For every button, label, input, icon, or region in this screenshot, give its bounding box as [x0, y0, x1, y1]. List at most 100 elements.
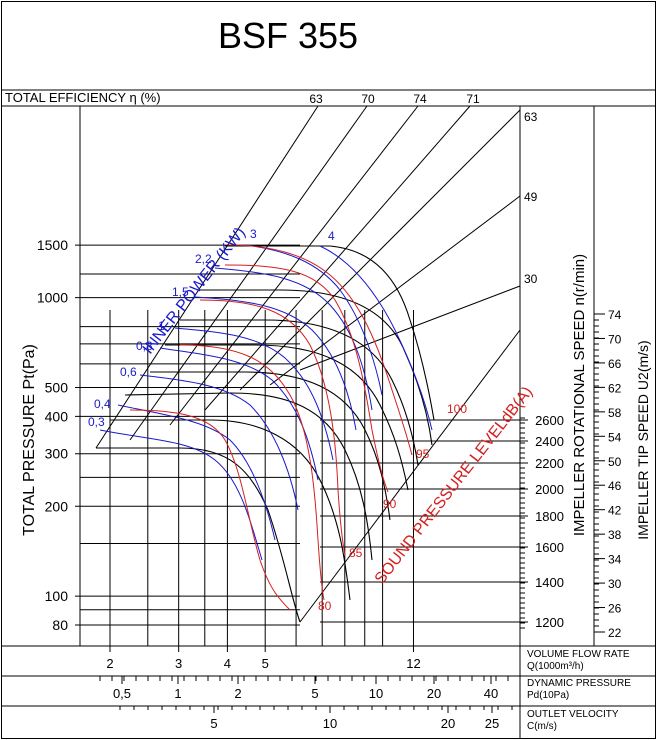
power-label-1,5: 1,5: [172, 285, 189, 299]
power-curve-3: [159, 347, 319, 481]
dyn-axis-title: DYNAMIC PRESSURE: [527, 678, 631, 689]
sound-label-95: 95: [416, 447, 430, 461]
sound-label-80: 80: [318, 599, 332, 613]
efficiency-right-63: 63: [524, 110, 538, 124]
power-curve-6: [214, 267, 373, 411]
efficiency-right-30: 30: [524, 272, 538, 286]
power-label-4: 4: [328, 229, 335, 243]
flow-label-12: 12: [406, 656, 420, 671]
power-label-1: 1: [158, 319, 165, 333]
pressure-curve-1: [110, 419, 351, 601]
power-label-3: 3: [250, 227, 257, 241]
sound-label-100: 100: [447, 402, 467, 416]
speed-label-2200: 2200: [535, 456, 564, 471]
dyn-label-10: 10: [369, 686, 383, 701]
tip-label-58: 58: [608, 406, 622, 420]
efficiency-diagonal-3: [204, 105, 471, 411]
efficiency-top-71: 71: [466, 92, 480, 106]
flow-label-5: 5: [262, 656, 269, 671]
efficiency-right-49: 49: [524, 190, 538, 204]
sound-curve-0: [129, 409, 291, 611]
power-curve-4: [174, 327, 334, 461]
speed-label-1600: 1600: [535, 540, 564, 555]
power-curve-8: [319, 245, 433, 431]
pressure-label-1000: 1000: [37, 290, 68, 306]
chart-curves: [96, 244, 435, 623]
pressure-label-200: 200: [45, 498, 69, 514]
tip-label-54: 54: [608, 430, 622, 444]
tip-label-38: 38: [608, 528, 622, 542]
power-curve-2: [139, 374, 299, 511]
tip-label-22: 22: [608, 626, 622, 640]
pressure-curve-7: [225, 245, 435, 421]
vel-label-10: 10: [323, 716, 337, 731]
power-label-0,4: 0,4: [94, 397, 111, 411]
speed-label-1400: 1400: [535, 575, 564, 590]
efficiency-diagonal-6: [299, 285, 521, 371]
dyn-label-1: 1: [174, 686, 181, 701]
power-label-0,3: 0,3: [88, 415, 105, 429]
power-curve-7: [244, 244, 383, 396]
speed-label-1200: 1200: [535, 615, 564, 630]
vel-axis-title: OUTLET VELOCITY: [527, 709, 619, 720]
flow-label-3: 3: [175, 656, 182, 671]
tip-label-30: 30: [608, 577, 622, 591]
efficiency-header: TOTAL EFFICIENCY η (%): [5, 90, 161, 105]
pressure-label-400: 400: [45, 408, 69, 424]
efficiency-diagonal-0: [95, 105, 319, 449]
speed-label-2400: 2400: [535, 434, 564, 449]
pressure-label-100: 100: [45, 588, 69, 604]
flow-axis-unit: Q(1000m³/h): [527, 661, 584, 672]
dyn-axis-unit: Pd(10Pa): [527, 690, 569, 701]
y-axis-label: TOTAL PRESSURE Pt(Pa): [21, 344, 38, 536]
speed-label-2600: 2600: [535, 413, 564, 428]
pressure-label-300: 300: [45, 446, 69, 462]
tip-label-26: 26: [608, 602, 622, 616]
dyn-label-40: 40: [484, 686, 498, 701]
tip-label-62: 62: [608, 381, 622, 395]
dyn-label-20: 20: [427, 686, 441, 701]
sound-label-85: 85: [349, 546, 363, 560]
power-curve-1: [117, 404, 276, 541]
sound-curve-3: [224, 264, 389, 493]
tip-label-50: 50: [608, 455, 622, 469]
pressure-label-80: 80: [52, 617, 68, 633]
efficiency-top-70: 70: [361, 92, 375, 106]
vel-label-5: 5: [210, 716, 217, 731]
tip-label-66: 66: [608, 357, 622, 371]
tip-label-34: 34: [608, 553, 622, 567]
efficiency-top-74: 74: [413, 92, 427, 106]
sound-label-90: 90: [383, 497, 397, 511]
sound-curve-4: [227, 244, 413, 456]
efficiency-diagonal-5: [269, 195, 521, 386]
pressure-curve-4: [165, 344, 409, 491]
power-curve-5: [194, 296, 357, 431]
flow-label-4: 4: [224, 656, 231, 671]
flow-axis-title: VOLUME FLOW RATE: [527, 649, 630, 660]
power-label-2,2: 2,2: [195, 252, 212, 266]
pressure-label-1500: 1500: [37, 237, 68, 253]
sound-diagonal-axis: [299, 329, 521, 623]
sound-curve-2: [199, 299, 346, 556]
pressure-label-500: 500: [45, 380, 69, 396]
pressure-curve-0: [96, 447, 301, 623]
chart-grid: [75, 105, 605, 713]
tip-label-74: 74: [608, 308, 622, 322]
power-label-0,8: 0,8: [136, 339, 153, 353]
chart-title: BSF 355: [218, 15, 358, 56]
vel-axis-unit: C(m/s): [527, 721, 557, 732]
inner-power-label: INNER POWER (KW): [140, 224, 249, 357]
vel-label-25: 25: [485, 716, 499, 731]
tip-label-42: 42: [608, 504, 622, 518]
speed-label-2000: 2000: [535, 482, 564, 497]
vel-label-20: 20: [441, 716, 455, 731]
efficiency-diagonal-4: [239, 109, 521, 391]
tip-label-70: 70: [608, 332, 622, 346]
speed-axis-label: IMPELLER ROTATIONAL SPEED n(r/min): [571, 254, 588, 536]
sound-curve-1: [179, 344, 325, 601]
dyn-label-5: 5: [311, 686, 318, 701]
